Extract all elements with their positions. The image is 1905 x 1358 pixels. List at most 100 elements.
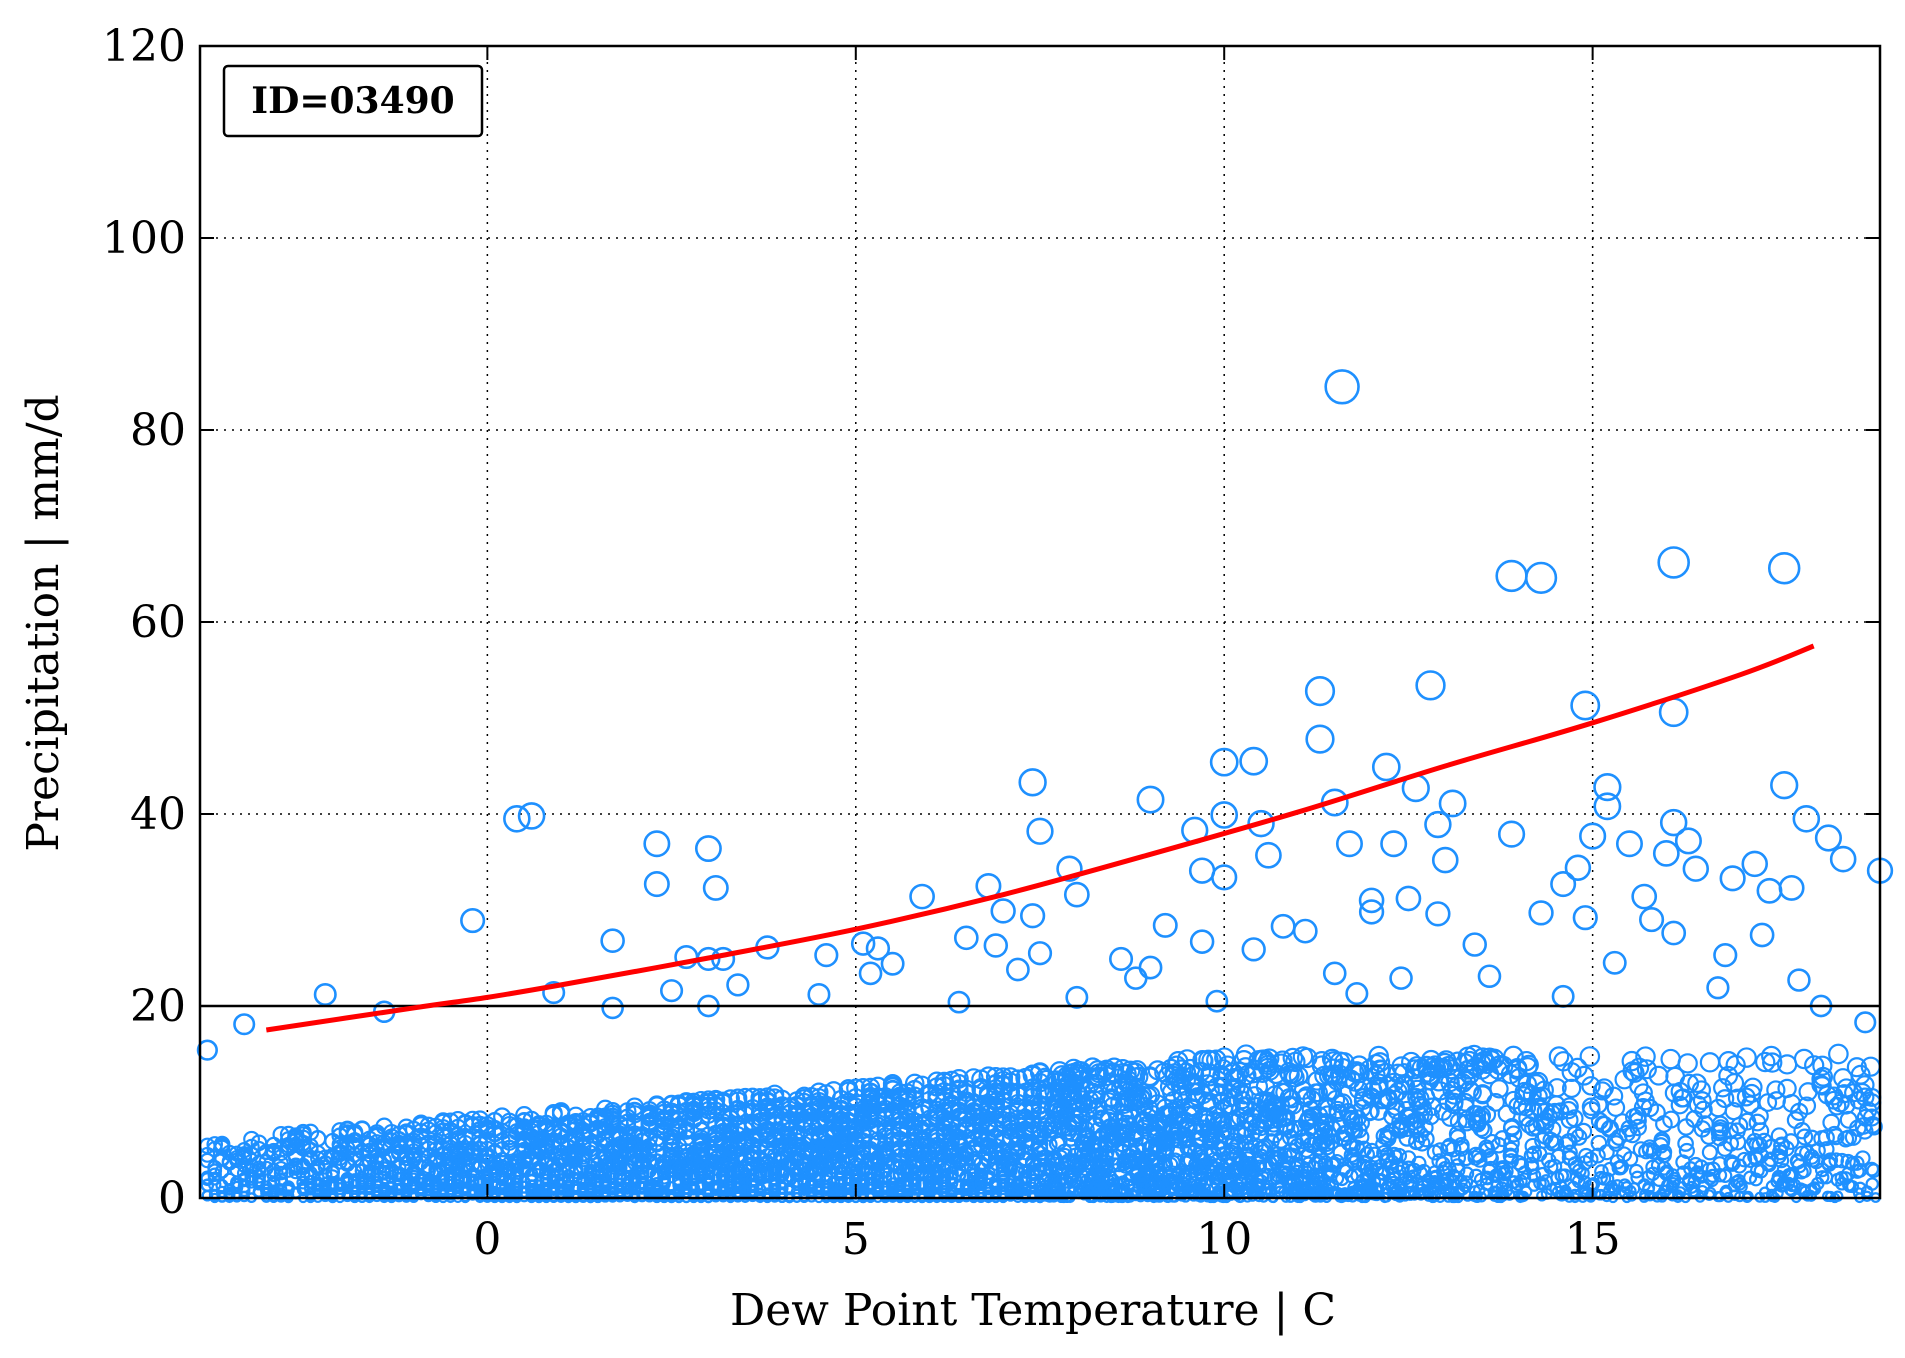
data-point — [1304, 676, 1336, 707]
dense-point — [310, 1150, 326, 1167]
dense-point — [421, 1164, 436, 1179]
data-point — [1756, 877, 1783, 904]
dense-point — [598, 1168, 613, 1183]
dense-point — [603, 1101, 622, 1121]
dense-point — [553, 1164, 569, 1180]
data-point — [1829, 845, 1857, 873]
dense-point — [1548, 1046, 1570, 1067]
dense-point — [1590, 1112, 1609, 1130]
dense-point — [1699, 1052, 1721, 1073]
dense-point — [612, 1161, 628, 1177]
dense-point — [265, 1142, 282, 1160]
dense-point — [443, 1171, 458, 1186]
dense-point — [510, 1177, 524, 1191]
dense-point — [848, 1160, 864, 1176]
dense-point — [355, 1175, 369, 1190]
data-point — [1324, 369, 1360, 405]
dense-point — [1839, 1110, 1858, 1129]
dense-point — [450, 1171, 465, 1186]
dense-point — [223, 1189, 236, 1202]
dense-point — [273, 1165, 289, 1181]
dense-point — [546, 1168, 561, 1184]
data-point — [1380, 830, 1408, 858]
dense-point — [713, 1091, 733, 1111]
data-point — [1564, 854, 1592, 881]
dense-point — [251, 1169, 267, 1184]
data-point — [1209, 747, 1239, 777]
dense-point — [561, 1169, 576, 1184]
dense-point — [619, 1159, 635, 1175]
data-point — [1652, 839, 1680, 867]
dense-point — [376, 1161, 392, 1177]
dense-point — [282, 1189, 295, 1202]
data-point — [1792, 805, 1821, 833]
dense-point — [369, 1152, 385, 1168]
dense-point — [288, 1158, 304, 1174]
dense-point — [562, 1183, 575, 1197]
dense-point — [746, 1179, 760, 1194]
data-point — [1018, 768, 1047, 797]
dense-point — [238, 1191, 250, 1203]
dense-point — [208, 1177, 222, 1192]
dense-point — [628, 1190, 641, 1202]
dense-point — [237, 1184, 251, 1198]
dense-point — [789, 1174, 804, 1189]
data-point — [1136, 785, 1165, 814]
dense-point — [458, 1171, 473, 1186]
data-point — [1657, 546, 1690, 579]
dense-point — [1828, 1043, 1849, 1065]
dense-point — [273, 1155, 289, 1171]
data-point — [990, 898, 1016, 924]
data-point — [1719, 865, 1746, 892]
data-point — [1026, 817, 1054, 845]
dense-point — [385, 1190, 398, 1202]
data-point — [1770, 771, 1799, 800]
data-point — [909, 883, 935, 910]
dense-point — [267, 1190, 280, 1202]
data-point — [1524, 561, 1558, 594]
data-point — [694, 835, 722, 863]
dense-point — [376, 1166, 392, 1181]
data-point — [1593, 792, 1622, 821]
dense-point — [546, 1174, 561, 1189]
data-point — [643, 871, 670, 898]
dense-point — [1701, 1144, 1718, 1161]
data-point — [702, 874, 729, 901]
data-point — [1211, 864, 1238, 891]
data-point — [1579, 822, 1607, 850]
dense-point — [303, 1174, 318, 1189]
dense-point — [370, 1183, 384, 1197]
data-point — [1395, 885, 1422, 912]
data-point — [1063, 881, 1090, 908]
data-point — [1431, 846, 1459, 874]
dense-point — [634, 1164, 650, 1179]
dense-point — [206, 1136, 224, 1153]
data-point — [1631, 883, 1658, 910]
dense-point — [340, 1171, 355, 1186]
dense-point — [1660, 1048, 1681, 1070]
dense-points-layer — [199, 1043, 1883, 1204]
dense-point — [384, 1169, 399, 1184]
data-point — [643, 830, 671, 858]
data-point — [1020, 903, 1046, 929]
dense-point — [362, 1164, 377, 1179]
data-point — [1255, 841, 1282, 869]
data-point — [1615, 830, 1643, 858]
dense-point — [1677, 1053, 1698, 1074]
dense-point — [723, 1178, 738, 1192]
data-point — [1239, 746, 1269, 776]
data-point — [1741, 850, 1769, 878]
dense-point — [1579, 1046, 1601, 1067]
dense-point — [406, 1169, 421, 1184]
data-point — [1371, 752, 1401, 782]
data-point — [1335, 830, 1363, 858]
data-point — [1495, 559, 1528, 593]
data-point — [1550, 871, 1577, 898]
data-point — [1572, 905, 1598, 931]
dense-point — [679, 1168, 694, 1183]
data-point — [1674, 827, 1702, 855]
data-point — [517, 802, 546, 830]
dense-point — [531, 1155, 547, 1171]
dense-point — [274, 1183, 288, 1196]
